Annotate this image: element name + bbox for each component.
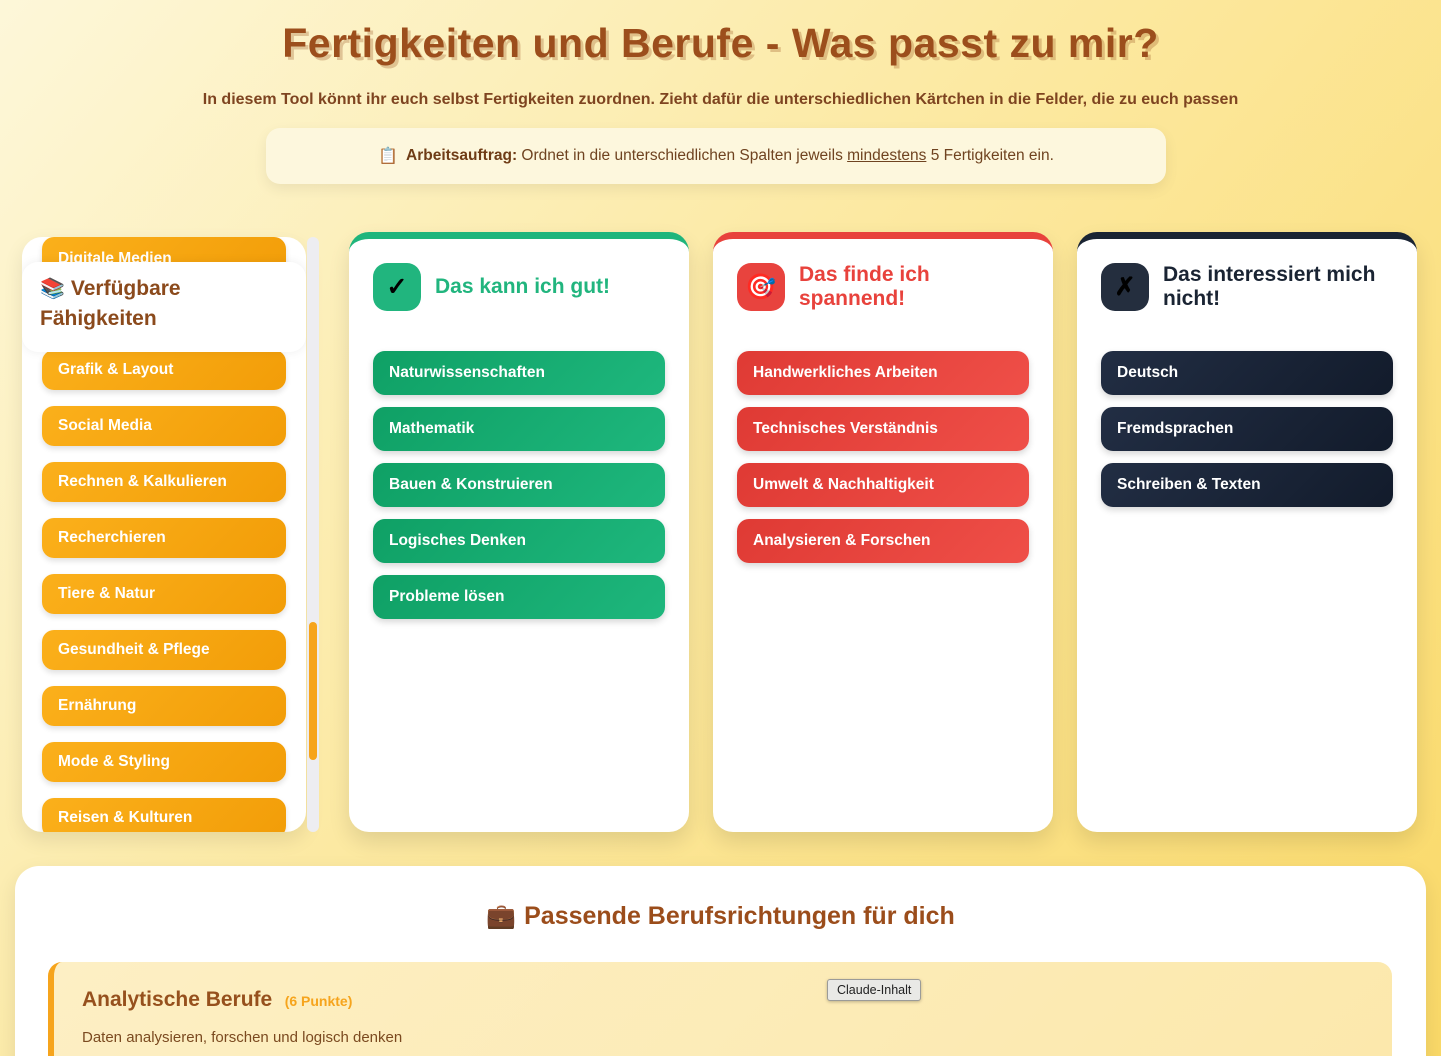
skill-card[interactable]: Recherchieren [42,518,286,558]
column-header: ✓ Das kann ich gut! [373,263,665,311]
checkmark-icon: ✓ [373,263,421,311]
column-title: Das kann ich gut! [435,274,611,298]
skill-card[interactable]: Analysieren & Forschen [737,519,1029,564]
x-mark-icon: ✗ [1101,263,1149,312]
skill-card[interactable]: Naturwissenschaften [373,351,665,395]
skill-card[interactable]: Probleme lösen [373,575,665,619]
skill-card[interactable]: Bauen & Konstruieren [373,463,665,507]
career-card-analytische-berufe: Analytische Berufe (6 Punkte) Daten anal… [48,962,1392,1056]
skill-card[interactable]: Umwelt & Nachhaltigkeit [737,463,1029,508]
column-card-list: Naturwissenschaften Mathematik Bauen & K… [373,351,665,619]
sidebar-title-text: Verfügbare Fähigkeiten [40,277,181,331]
column-title: Das interessiert mich nicht! [1163,263,1376,311]
sidebar-title: 📚 Verfügbare Fähigkeiten [22,262,306,335]
skill-card[interactable]: Rechnen & Kalkulieren [42,462,286,502]
column-header: ✗ Das interessiert mich nicht! [1101,263,1393,312]
career-points-badge: (6 Punkte) [284,993,353,1009]
task-text-before: Ordnet in die unterschiedlichen Spalten … [517,147,848,164]
column-card-list: Deutsch Fremdsprachen Schreiben & Texten [1101,351,1393,508]
skill-card[interactable]: Technisches Verständnis [737,407,1029,452]
column-header: 🎯 Das finde ich spannend! [737,263,1029,312]
dart-target-icon: 🎯 [737,263,785,312]
results-title-text: Passende Berufsrichtungen für dich [524,902,955,930]
skill-card[interactable]: Social Media [42,406,286,446]
dropzone-das-kann-ich-gut[interactable]: ✓ Das kann ich gut! Naturwissenschaften … [349,232,689,832]
skill-card[interactable]: Ernährung [42,686,286,726]
task-instruction-box: 📋 Arbeitsauftrag: Ordnet in die untersch… [266,128,1166,184]
page-subtitle: In diesem Tool könnt ihr euch selbst Fer… [202,91,1239,108]
skill-card[interactable]: Reisen & Kulturen [42,798,286,832]
sidebar-scrollbar-thumb[interactable] [309,622,317,760]
career-description: Daten analysieren, forschen und logisch … [82,1029,403,1046]
skill-card[interactable]: Mode & Styling [42,742,286,782]
dropzone-das-finde-ich-spannend[interactable]: 🎯 Das finde ich spannend! Handwerkliches… [713,232,1053,832]
column-card-list: Handwerkliches Arbeiten Technisches Vers… [737,351,1029,564]
career-heading: Analytische Berufe (6 Punkte) [82,988,1362,1012]
sidebar-header: 📚 Verfügbare Fähigkeiten [22,262,306,352]
page-title: Fertigkeiten und Berufe - Was passt zu m… [282,20,1159,66]
task-text-after: 5 Fertigkeiten ein. [926,147,1054,164]
skill-card[interactable]: Gesundheit & Pflege [42,630,286,670]
available-skills-list: Grafik & Layout Social Media Rechnen & K… [42,350,286,832]
career-title: Analytische Berufe [82,988,273,1011]
claude-inhalt-tooltip: Claude-Inhalt [827,979,922,1001]
skill-card[interactable]: Tiere & Natur [42,574,286,614]
sidebar-scrollbar-track[interactable] [307,237,319,832]
column-title: Das finde ich spannend! [799,263,930,311]
available-skills-panel: Digitale Medien 📚 Verfügbare Fähigkeiten … [22,237,306,832]
task-text-underlined: mindestens [847,147,927,164]
skill-card[interactable]: Grafik & Layout [42,350,286,390]
briefcase-icon: 💼 [486,903,517,930]
skill-card[interactable]: Mathematik [373,407,665,451]
skill-card[interactable]: Schreiben & Texten [1101,463,1393,508]
skill-card[interactable]: Deutsch [1101,351,1393,396]
dropzone-das-interessiert-mich-nicht[interactable]: ✗ Das interessiert mich nicht! Deutsch F… [1077,232,1417,832]
career-results-panel: 💼 Passende Berufsrichtungen für dich Anal… [15,866,1426,1056]
skill-card[interactable]: Handwerkliches Arbeiten [737,351,1029,396]
skill-card[interactable]: Fremdsprachen [1101,407,1393,452]
task-label: Arbeitsauftrag: [406,147,518,164]
books-icon: 📚 [40,278,65,300]
clipboard-icon: 📋 [378,148,399,165]
results-title: 💼 Passende Berufsrichtungen für dich [15,866,1426,931]
skill-card[interactable]: Logisches Denken [373,519,665,563]
